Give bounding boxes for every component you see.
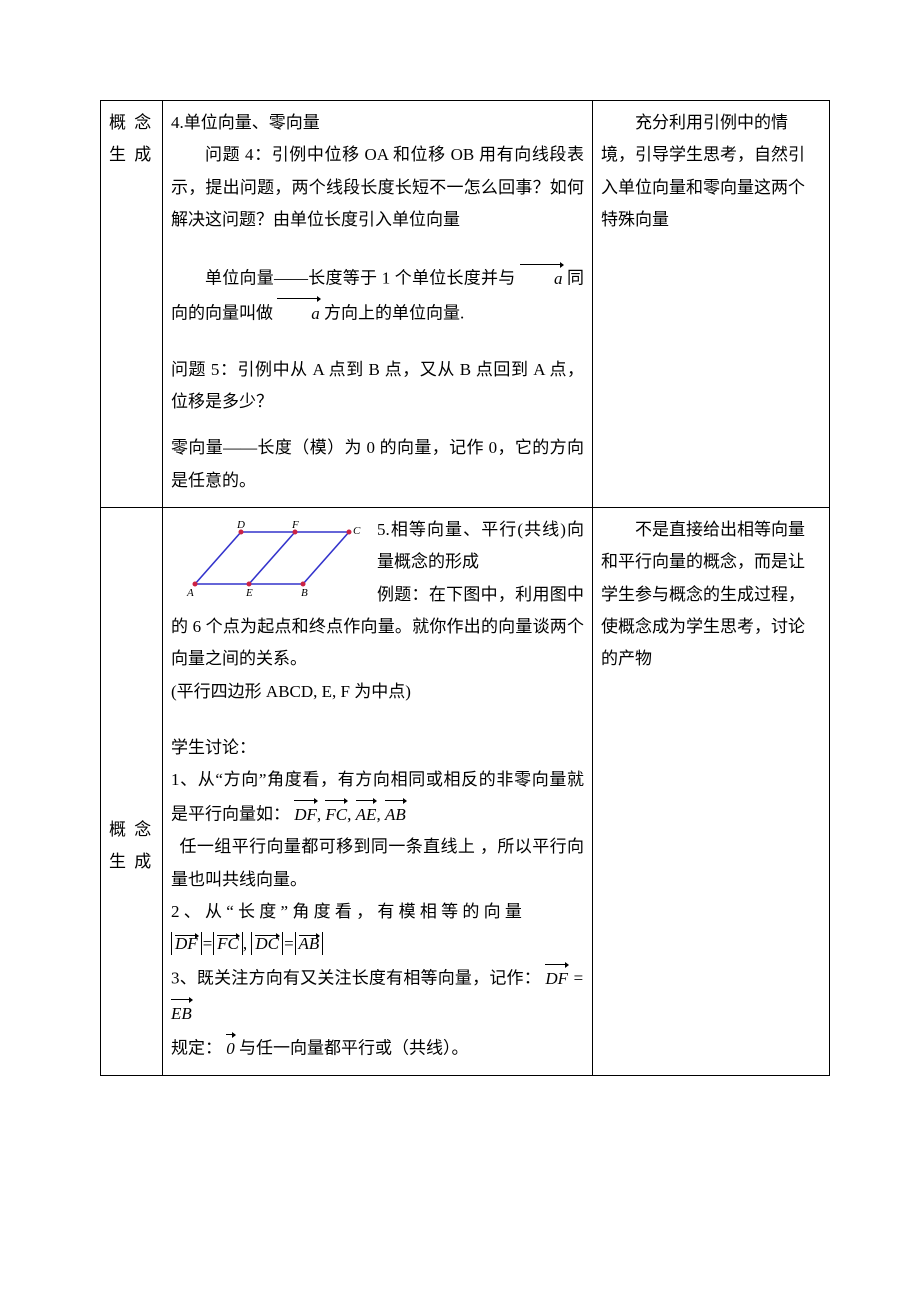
svg-text:D: D bbox=[236, 519, 245, 531]
text: 规定： bbox=[171, 1039, 226, 1058]
example-note: (平行四边形 ABCD, E, F 为中点) bbox=[171, 676, 584, 708]
svg-text:E: E bbox=[245, 587, 253, 598]
vector-df-icon: DF bbox=[545, 960, 568, 995]
discussion-label: 学生讨论： bbox=[171, 732, 584, 764]
zero-vector-def: 零向量——长度（模）为 0 的向量，记作 0，它的方向是任意的。 bbox=[171, 432, 584, 497]
table-row: 概 念 生 成 ABCDEF 5.相等向量、平行(共线)向量概念的形成 例题：在… bbox=[101, 508, 830, 1076]
intent-cell: 充分利用引例中的情境，引导学生思考，自然引入单位向量和零向量这两个特殊向量 bbox=[593, 101, 830, 508]
vector-a-icon: a bbox=[520, 260, 563, 295]
text: 方向上的单位向量. bbox=[320, 304, 465, 323]
table-row: 概 念 生 成 4.单位向量、零向量 问题 4：引例中位移 OA 和位移 OB … bbox=[101, 101, 830, 508]
discussion-3: 3、既关注方向有又关注长度有相等向量，记作： DF = EB bbox=[171, 960, 584, 1030]
vector-zero-icon: 0 bbox=[226, 1030, 235, 1065]
unit-vector-def: 单位向量——长度等于 1 个单位长度并与 a 同向的向量叫做 a 方向上的单位向… bbox=[171, 260, 584, 330]
content-cell: ABCDEF 5.相等向量、平行(共线)向量概念的形成 例题：在下图中，利用图中… bbox=[163, 508, 593, 1076]
discussion-1: 1、从“方向”角度看，有方向相同或相反的非零向量就是平行向量如： DF, FC,… bbox=[171, 764, 584, 831]
phase-text: 概 念 生 成 bbox=[109, 820, 153, 871]
vector-eb-icon: EB bbox=[171, 995, 192, 1030]
text: 与任一向量都平行或（共线）。 bbox=[235, 1039, 469, 1058]
intent-cell: 不是直接给出相等向量和平行向量的概念，而是让学生参与概念的生成过程，使概念成为学… bbox=[593, 508, 830, 1076]
parallelogram-diagram: A B C D E F bbox=[177, 518, 367, 609]
intent-text: 不是直接给出相等向量和平行向量的概念，而是让学生参与概念的生成过程，使概念成为学… bbox=[601, 514, 821, 675]
magnitude-equalities: DF=FC, DC=AB bbox=[171, 934, 323, 953]
section-heading: 4.单位向量、零向量 bbox=[171, 107, 584, 139]
discussion-2-eq: DF=FC, DC=AB bbox=[171, 928, 584, 960]
intent-text: 充分利用引例中的情境，引导学生思考，自然引入单位向量和零向量这两个特殊向量 bbox=[601, 107, 821, 236]
phase-label: 概 念 生 成 bbox=[101, 508, 163, 1076]
phase-text: 概 念 生 成 bbox=[109, 113, 153, 164]
parallelogram-svg: A B C D E F bbox=[177, 518, 367, 598]
question-4: 问题 4：引例中位移 OA 和位移 OB 用有向线段表示，提出问题，两个线段长度… bbox=[171, 139, 584, 236]
text: 2 、 从 “ 长 度 ” 角 度 看 ， 有 模 相 等 的 向 量 bbox=[171, 902, 522, 921]
vector-list: DF, FC, AE, AB bbox=[294, 805, 405, 824]
phase-label: 概 念 生 成 bbox=[101, 101, 163, 508]
svg-text:A: A bbox=[186, 587, 194, 598]
svg-text:C: C bbox=[353, 525, 361, 537]
vector-a-icon: a bbox=[277, 295, 320, 330]
discussion-4: 规定： 0 与任一向量都平行或（共线）。 bbox=[171, 1030, 584, 1065]
lesson-plan-table: 概 念 生 成 4.单位向量、零向量 问题 4：引例中位移 OA 和位移 OB … bbox=[100, 100, 830, 1076]
text: 单位向量——长度等于 1 个单位长度并与 bbox=[205, 269, 520, 288]
text: 3、既关注方向有又关注长度有相等向量，记作： bbox=[171, 969, 541, 988]
question-5: 问题 5：引例中从 A 点到 B 点，又从 B 点回到 A 点，位移是多少？ bbox=[171, 354, 584, 419]
content-cell: 4.单位向量、零向量 问题 4：引例中位移 OA 和位移 OB 用有向线段表示，… bbox=[163, 101, 593, 508]
discussion-2: 2 、 从 “ 长 度 ” 角 度 看 ， 有 模 相 等 的 向 量 bbox=[171, 896, 584, 928]
equals: = bbox=[573, 969, 584, 988]
discussion-1b: 任一组平行向量都可移到同一条直线上 ，所以平行向量也叫共线向量。 bbox=[171, 831, 584, 896]
svg-text:B: B bbox=[301, 587, 308, 598]
svg-text:F: F bbox=[291, 519, 299, 531]
